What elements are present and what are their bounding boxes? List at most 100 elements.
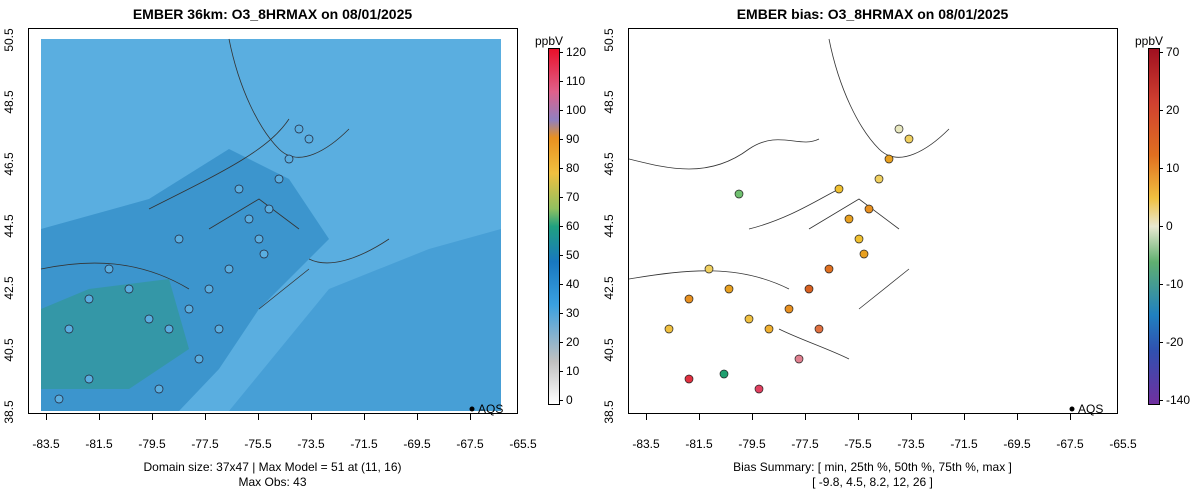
model-colorbar-tick	[559, 139, 563, 140]
model-colorbar-tick	[559, 226, 563, 227]
bias-ytick-label: 48.5	[602, 90, 616, 114]
bias-xtick-label: -75.5	[844, 437, 872, 451]
bias-map-title: EMBER bias: O3_8HRMAX on 08/01/2025	[736, 6, 1009, 22]
model-ocean-band	[229, 229, 501, 411]
bias-xtick-mark	[1070, 414, 1071, 420]
bias-xtick-mark	[752, 414, 753, 420]
model-xtick-label: -77.5	[191, 437, 219, 451]
bias-colorbar-label: 70	[1166, 45, 1180, 59]
bias-xtick-mark	[646, 414, 647, 420]
bias-map-plot-area	[628, 28, 1118, 414]
bias-xtick-label: -65.5	[1109, 437, 1137, 451]
model-ytick-label: 40.5	[2, 338, 16, 362]
model-colorbar-label: 80	[566, 161, 580, 175]
model-xtick-mark	[99, 414, 100, 420]
model-xtick-label: -83.5	[32, 437, 60, 451]
bias-xtick-mark	[911, 414, 912, 420]
model-xtick-label: -71.5	[350, 437, 378, 451]
model-colorbar-label: 40	[566, 277, 580, 291]
bias-summary-values: [ -9.8, 4.5, 8.2, 12, 26 ]	[812, 475, 933, 489]
model-colorbar-tick	[559, 313, 563, 314]
bias-xtick-label: -81.5	[685, 437, 713, 451]
bias-ytick-label: 44.5	[602, 214, 616, 238]
model-xtick-mark	[470, 414, 471, 420]
bias-ytick-label: 42.5	[602, 276, 616, 300]
bias-colorbar-label: 0	[1166, 219, 1173, 233]
bias-colorbar-tick	[1159, 110, 1163, 111]
bias-colorbar-label: -20	[1166, 335, 1184, 349]
model-colorbar-label: 110	[566, 74, 586, 88]
model-colorbar-label: 60	[566, 219, 580, 233]
bias-colorbar-label: -10	[1166, 277, 1184, 291]
bias-colorbar-tick	[1159, 52, 1163, 53]
model-inland-green-region	[41, 279, 189, 389]
bias-xtick-mark	[1017, 414, 1018, 420]
bias-map-panel: EMBER bias: O3_8HRMAX on 08/01/2025 AQS	[600, 0, 1200, 502]
bias-ytick-label: 50.5	[602, 28, 616, 52]
model-xtick-label: -67.5	[456, 437, 484, 451]
bias-ytick-label: 38.5	[602, 400, 616, 424]
model-ytick-label: 50.5	[2, 28, 16, 52]
bias-colorbar-unit: ppbV	[1135, 34, 1164, 48]
model-colorbar-tick	[559, 255, 563, 256]
model-ytick-label: 38.5	[2, 400, 16, 424]
model-colorbar-tick	[559, 52, 563, 53]
bias-ytick-label: 46.5	[602, 152, 616, 176]
bias-colorbar-label: -140	[1166, 393, 1191, 407]
model-map-plot-area	[28, 28, 518, 414]
bias-xtick-mark	[858, 414, 859, 420]
model-legend-label: AQS	[478, 402, 504, 416]
model-colorbar-tick	[559, 81, 563, 82]
model-colorbar-label: 100	[566, 103, 587, 117]
bias-colorbar-label: 10	[1166, 161, 1180, 175]
model-boundary-lines	[40, 118, 310, 310]
model-colorbar-tick	[559, 197, 563, 198]
bias-xtick-label: -77.5	[791, 437, 819, 451]
model-xtick-mark	[152, 414, 153, 420]
bias-legend-label: AQS	[1078, 402, 1104, 416]
model-xtick-label: -73.5	[297, 437, 325, 451]
model-ytick-label: 48.5	[2, 90, 16, 114]
model-ytick-label: 46.5	[2, 152, 16, 176]
model-footer-maxobs: Max Obs: 43	[238, 475, 307, 489]
model-xtick-label: -79.5	[138, 437, 166, 451]
model-xtick-mark	[46, 414, 47, 420]
model-map-title: EMBER 36km: O3_8HRMAX on 08/01/2025	[132, 6, 413, 22]
model-colorbar-tick	[559, 168, 563, 169]
bias-xtick-label: -79.5	[738, 437, 766, 451]
model-obs-markers	[54, 124, 314, 404]
bias-colorbar-label: 20	[1166, 103, 1180, 117]
model-xtick-mark	[417, 414, 418, 420]
model-map-svg	[40, 38, 501, 412]
model-legend-dot	[469, 406, 475, 412]
bias-colorbar-tick	[1159, 400, 1163, 401]
bias-xtick-label: -71.5	[950, 437, 978, 451]
model-coast-lines	[228, 38, 390, 264]
model-ytick-label: 42.5	[2, 276, 16, 300]
model-colorbar-unit: ppbV	[535, 34, 564, 48]
bias-xtick-mark	[805, 414, 806, 420]
model-xtick-mark	[311, 414, 312, 420]
model-colorbar-tick	[559, 284, 563, 285]
model-colorbar-tick	[559, 110, 563, 111]
bias-summary-header: Bias Summary: [ min, 25th %, 50th %, 75t…	[733, 460, 1012, 474]
model-colorbar-label: 0	[566, 393, 573, 407]
model-high-ozone-region	[41, 149, 329, 411]
bias-colorbar-tick	[1159, 168, 1163, 169]
model-colorbar-label: 90	[566, 132, 580, 146]
bias-colorbar-tick	[1159, 342, 1163, 343]
bias-colorbar-tick	[1159, 284, 1163, 285]
model-xtick-label: -75.5	[244, 437, 272, 451]
bias-xtick-label: -67.5	[1056, 437, 1084, 451]
model-colorbar-tick	[559, 400, 563, 401]
bias-obs-markers	[664, 124, 914, 394]
bias-xtick-mark	[964, 414, 965, 420]
bias-legend-dot	[1069, 406, 1075, 412]
model-colorbar-tick	[559, 342, 563, 343]
bias-ytick-label: 40.5	[602, 338, 616, 362]
model-xtick-mark	[205, 414, 206, 420]
model-xtick-label: -65.5	[509, 437, 537, 451]
bias-xtick-label: -73.5	[897, 437, 925, 451]
model-ytick-label: 44.5	[2, 214, 16, 238]
model-xtick-label: -69.5	[403, 437, 431, 451]
